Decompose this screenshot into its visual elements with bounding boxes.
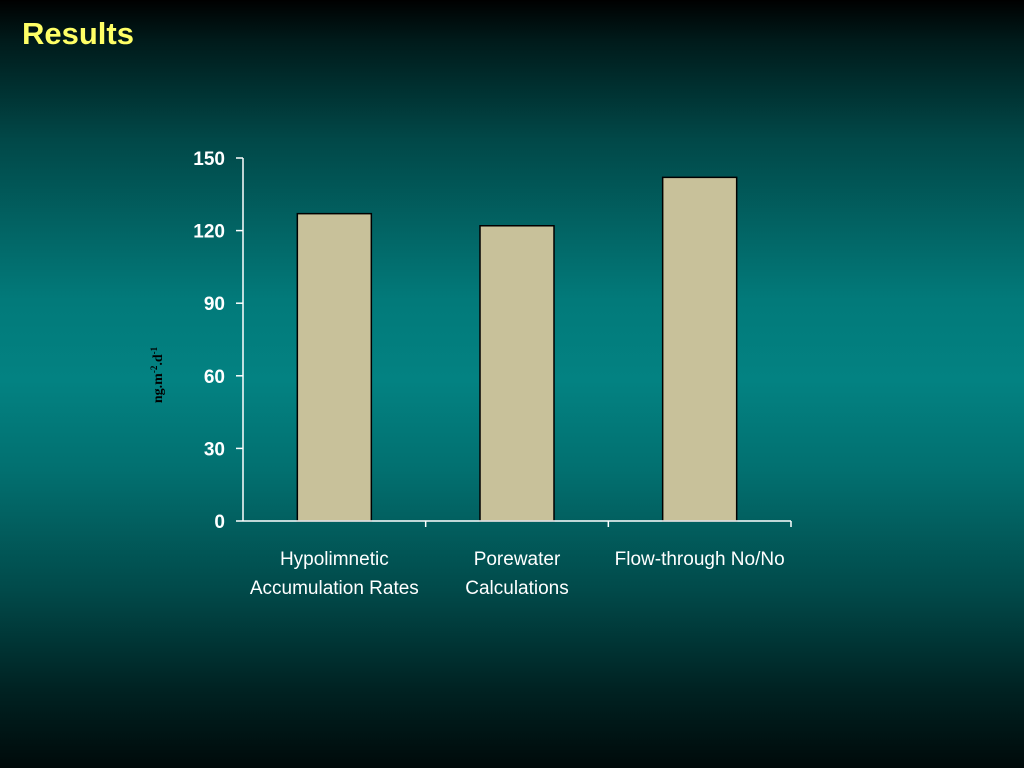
y-tick-label: 120 (193, 222, 225, 243)
bar (296, 212, 373, 522)
x-category-label: Accumulation Rates (250, 578, 419, 599)
axes (242, 158, 792, 527)
slide-title: Results (22, 16, 134, 51)
x-category-label: Porewater (474, 549, 561, 570)
bar (479, 225, 555, 522)
y-tick-label: 0 (214, 512, 225, 533)
x-category-label: Hypolimnetic (280, 549, 389, 570)
x-axis-categories: Hypolimnetic Accumulation Rates Porewater C… (250, 549, 785, 599)
bars (296, 176, 738, 522)
y-axis-title: ng.m-2.d-1 (149, 346, 166, 403)
y-tick-label: 150 (193, 149, 225, 170)
x-category-label: Calculations (465, 578, 569, 599)
y-axis-ticks: 0 30 60 90 120 150 (193, 149, 243, 533)
y-tick-label: 60 (204, 367, 225, 388)
y-tick-label: 90 (204, 294, 225, 315)
bar (661, 176, 738, 522)
x-category-label: Flow-through No/No (615, 549, 785, 570)
y-tick-label: 30 (204, 439, 225, 460)
